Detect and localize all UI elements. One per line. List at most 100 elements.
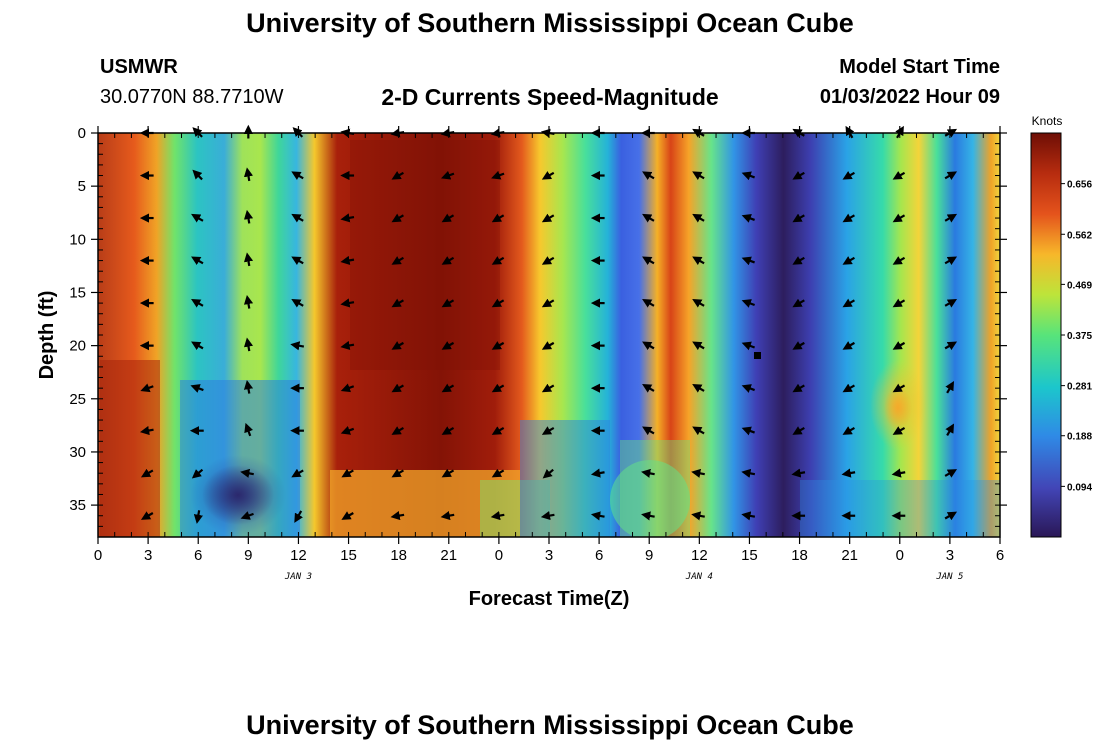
x-tick-label: 18 — [791, 547, 808, 564]
colorbar-tick-label: 0.281 — [1067, 382, 1092, 393]
current-arrow — [294, 510, 303, 523]
current-arrow — [944, 511, 958, 521]
current-arrow — [642, 256, 655, 266]
current-arrow — [240, 468, 254, 478]
x-tick-label: 12 — [691, 547, 708, 564]
colorbar-tick-label: 0.562 — [1067, 230, 1092, 241]
current-arrow — [441, 468, 455, 478]
current-arrow — [692, 384, 705, 393]
current-arrow — [491, 468, 505, 478]
current-arrow — [792, 383, 805, 393]
x-axis-title: Forecast Time(Z) — [469, 588, 630, 610]
x-tick-label: 6 — [194, 547, 202, 564]
current-arrow — [191, 256, 204, 266]
current-arrow — [641, 511, 655, 521]
x-tick-label: 9 — [244, 547, 252, 564]
current-arrow — [491, 341, 505, 350]
current-arrow — [792, 426, 805, 435]
marker-square — [754, 352, 761, 359]
colorbar: Knots 0.656 0.562 0.469 0.375 0.281 0.188 0.09… — [1030, 114, 1092, 538]
current-arrow — [340, 340, 355, 351]
x-tick-label: 3 — [545, 547, 553, 564]
current-arrow — [440, 511, 455, 521]
current-arrow — [792, 213, 805, 223]
low-speed-spot-bottom-left-core — [202, 465, 274, 525]
current-arrow — [243, 209, 254, 224]
lower-blue-right — [800, 480, 1000, 537]
current-arrow — [491, 213, 505, 223]
y-tick-label: 20 — [69, 338, 86, 355]
current-arrow — [691, 468, 705, 478]
y-tick-label: 15 — [69, 284, 86, 301]
current-arrow — [140, 383, 154, 393]
current-arrow — [692, 171, 705, 181]
current-arrow — [540, 511, 555, 521]
x-tick-label: 15 — [340, 547, 357, 564]
current-arrow — [441, 170, 455, 180]
current-arrow — [791, 468, 806, 478]
current-arrow — [290, 341, 305, 351]
colorbar-tick-label: 0.469 — [1067, 280, 1092, 291]
current-arrow — [541, 383, 555, 393]
footer-title: University of Southern Mississippi Ocean… — [246, 710, 854, 740]
current-arrow — [741, 341, 755, 351]
current-arrow — [243, 167, 254, 182]
current-arrow — [391, 256, 404, 265]
current-arrow — [441, 383, 455, 393]
current-arrow — [642, 426, 655, 436]
current-arrow — [842, 383, 855, 393]
date-label: JAN 5 — [935, 572, 963, 582]
current-arrow — [892, 171, 906, 180]
colorbar-tick-label: 0.094 — [1067, 482, 1092, 493]
x-tick-label: 21 — [841, 547, 858, 564]
current-arrow — [244, 422, 254, 437]
current-arrow — [741, 299, 755, 308]
current-arrow — [491, 256, 505, 265]
current-arrow — [642, 298, 655, 308]
current-arrow — [192, 169, 203, 181]
current-arrow — [390, 511, 405, 521]
current-arrow — [541, 298, 555, 308]
current-arrow — [340, 213, 355, 223]
lower-blue-layer-mid — [520, 420, 610, 537]
current-arrow — [542, 468, 554, 479]
x-tick-label: 0 — [94, 547, 102, 564]
current-arrow — [243, 252, 254, 267]
current-arrow — [243, 337, 254, 352]
x-tick-label: 6 — [595, 547, 603, 564]
current-arrow — [441, 298, 455, 308]
current-arrow — [590, 511, 605, 521]
current-arrow — [642, 341, 655, 351]
y-tick-label: 35 — [69, 497, 86, 514]
current-arrow — [692, 256, 705, 266]
axes: 0 3 6 9 12 15 18 21 0 3 6 9 12 15 18 21 0 3 6 JAN 3 JAN 4 JAN… — [69, 125, 1007, 582]
current-arrow — [240, 511, 254, 520]
current-arrow — [944, 298, 958, 308]
current-arrow — [841, 468, 856, 478]
current-arrow — [391, 171, 404, 180]
current-arrow — [692, 298, 705, 308]
colorbar-title: Knots — [1032, 114, 1063, 128]
date-label: JAN 3 — [284, 572, 312, 582]
current-arrow — [741, 171, 755, 181]
current-arrow — [291, 171, 304, 181]
y-tick-label: 25 — [69, 391, 86, 408]
date-label: JAN 4 — [685, 572, 713, 582]
current-arrow — [541, 213, 555, 223]
current-arrow — [341, 468, 354, 478]
current-arrow — [391, 383, 404, 393]
current-arrow — [441, 341, 455, 350]
current-arrow — [491, 298, 505, 308]
current-arrow — [842, 341, 855, 350]
current-arrow — [441, 256, 455, 265]
current-arrow — [193, 510, 203, 524]
current-arrow — [441, 213, 455, 223]
current-arrow — [792, 171, 805, 180]
current-arrow — [891, 468, 906, 478]
x-tick-label: 0 — [896, 547, 904, 564]
orange-spot-right — [884, 386, 912, 430]
current-arrow — [944, 213, 958, 223]
current-arrow — [944, 341, 958, 351]
current-arrow — [842, 256, 855, 265]
